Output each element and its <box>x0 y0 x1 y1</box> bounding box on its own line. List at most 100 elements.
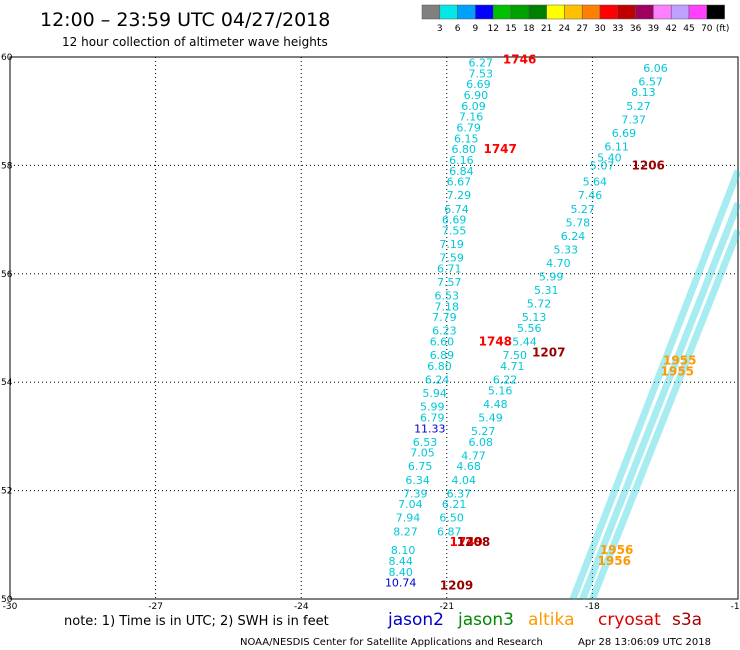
scale-swatch <box>492 4 512 20</box>
pass-time-label: 1208 <box>457 535 490 549</box>
wave-height-point: 6.08 <box>469 436 494 449</box>
pass-time-label: 1209 <box>440 578 473 592</box>
plot-frame <box>9 56 739 600</box>
wave-height-point: 5.99 <box>539 271 564 284</box>
pass-time-label: 1956 <box>600 543 633 557</box>
wave-height-point: 6.24 <box>425 373 450 386</box>
x-tick-label: -24 <box>294 602 309 612</box>
pass-time-label: 1955 <box>663 354 696 368</box>
wave-height-point: 7.57 <box>437 276 462 289</box>
wave-height-point: 7.18 <box>435 300 460 313</box>
scale-swatch <box>706 4 725 20</box>
scale-label: 3 <box>437 24 443 34</box>
wave-height-point: 7.50 <box>502 349 527 362</box>
scale-swatch <box>564 4 583 20</box>
wave-height-point: 6.90 <box>464 89 489 102</box>
scale-swatch <box>581 4 601 20</box>
wave-height-point: 5.27 <box>626 100 651 113</box>
scale-label: 33 <box>612 24 623 34</box>
scale-label: 45 <box>683 24 694 34</box>
wave-height-point: 6.09 <box>461 100 486 113</box>
wave-height-point: 5.44 <box>512 336 537 349</box>
pass-time-label: 1747 <box>483 142 516 156</box>
wave-height-point: 8.27 <box>393 525 418 538</box>
wave-height-point: 6.79 <box>420 411 445 424</box>
x-tick-label: -15 <box>731 602 740 612</box>
wave-height-point: 5.31 <box>534 284 559 297</box>
wave-height-point: 6.57 <box>638 75 663 88</box>
wave-height-point: 5.49 <box>478 411 503 424</box>
satellite-legend-cryosat: cryosat <box>598 610 661 630</box>
scale-label: 27 <box>576 24 587 34</box>
wave-height-point: 6.27 <box>469 56 494 69</box>
dense-swath-track <box>589 229 740 601</box>
wave-height-point: 7.94 <box>396 512 421 525</box>
pass-time-label: 1206 <box>632 158 665 172</box>
wave-height-point: 6.69 <box>612 127 637 140</box>
wave-height-point: 10.74 <box>385 577 417 590</box>
scale-swatch <box>635 4 654 20</box>
scale-label: 6 <box>455 24 461 34</box>
wave-height-point: 5.27 <box>471 425 496 438</box>
scale-swatch <box>599 4 619 20</box>
wave-height-point: 4.68 <box>456 460 481 473</box>
x-tick-label: -30 <box>3 602 18 612</box>
generated-timestamp: Apr 28 13:06:09 UTC 2018 <box>578 637 711 648</box>
wave-height-point: 7.05 <box>410 447 435 460</box>
scale-swatch <box>510 4 530 20</box>
scale-label: 24 <box>559 24 571 34</box>
wave-height-point: 7.39 <box>403 487 428 500</box>
wave-height-point: 5.40 <box>597 151 622 164</box>
scale-label: 21 <box>541 24 552 34</box>
scale-unit: (ft) <box>716 24 730 34</box>
wave-height-point: 7.29 <box>447 189 472 202</box>
scale-label: 30 <box>594 24 606 34</box>
satellite-legend: jason2 jason3 altika cryosat s3a <box>387 610 702 630</box>
wave-height-point: 5.27 <box>570 203 595 216</box>
wave-height-point: 6.74 <box>444 203 469 216</box>
y-tick-label: 58 <box>1 161 13 171</box>
wave-height-point: 6.53 <box>413 436 438 449</box>
scale-label: 18 <box>523 24 535 34</box>
pass-time-label: 1955 <box>661 364 694 378</box>
chart-subtitle: 12 hour collection of altimeter wave hei… <box>62 35 328 49</box>
x-tick-label: -18 <box>585 602 600 612</box>
x-tick-label: -21 <box>439 602 454 612</box>
wave-height-point: 7.46 <box>578 189 603 202</box>
wave-height-point: 6.11 <box>604 140 629 153</box>
wave-height-point: 5.72 <box>527 298 552 311</box>
wave-height-point: 4.48 <box>483 398 508 411</box>
scale-swatch <box>421 4 441 20</box>
satellite-legend-jason3: jason3 <box>457 610 514 630</box>
y-tick-label: 52 <box>1 487 12 497</box>
wave-height-point: 6.37 <box>447 487 472 500</box>
wave-height-point: 8.44 <box>388 555 413 568</box>
wave-height-point: 6.53 <box>435 289 460 302</box>
wave-height-point: 8.13 <box>631 86 656 99</box>
pass-time-label: 1749 <box>450 535 483 549</box>
wave-height-point: 6.21 <box>442 498 467 511</box>
scale-swatch <box>528 4 547 20</box>
scale-swatch <box>475 4 494 20</box>
wave-height-point: 6.16 <box>449 154 474 167</box>
wave-height-point: 6.06 <box>643 62 668 75</box>
wave-height-point: 5.16 <box>488 384 513 397</box>
y-tick-label: 56 <box>1 270 13 280</box>
wave-height-point: 5.99 <box>420 401 445 414</box>
wave-height-point: 6.34 <box>405 474 430 487</box>
pass-time-label: 1207 <box>532 345 565 359</box>
satellite-legend-jason2: jason2 <box>387 610 444 630</box>
wave-height-point: 5.78 <box>566 216 591 229</box>
wave-height-point: 6.71 <box>437 262 462 275</box>
y-tick-label: 60 <box>1 53 13 63</box>
wave-height-point: 6.60 <box>430 336 455 349</box>
scale-swatch <box>617 4 636 20</box>
wave-height-point: 7.55 <box>442 224 467 237</box>
wave-height-point: 4.77 <box>461 449 486 462</box>
wave-height-point: 7.19 <box>439 238 464 251</box>
wave-height-point: 6.23 <box>432 325 457 338</box>
wave-height-point: 7.53 <box>469 67 494 80</box>
credit: NOAA/NESDIS Center for Satellite Applica… <box>240 637 543 648</box>
wave-height-point: 5.13 <box>522 311 547 324</box>
